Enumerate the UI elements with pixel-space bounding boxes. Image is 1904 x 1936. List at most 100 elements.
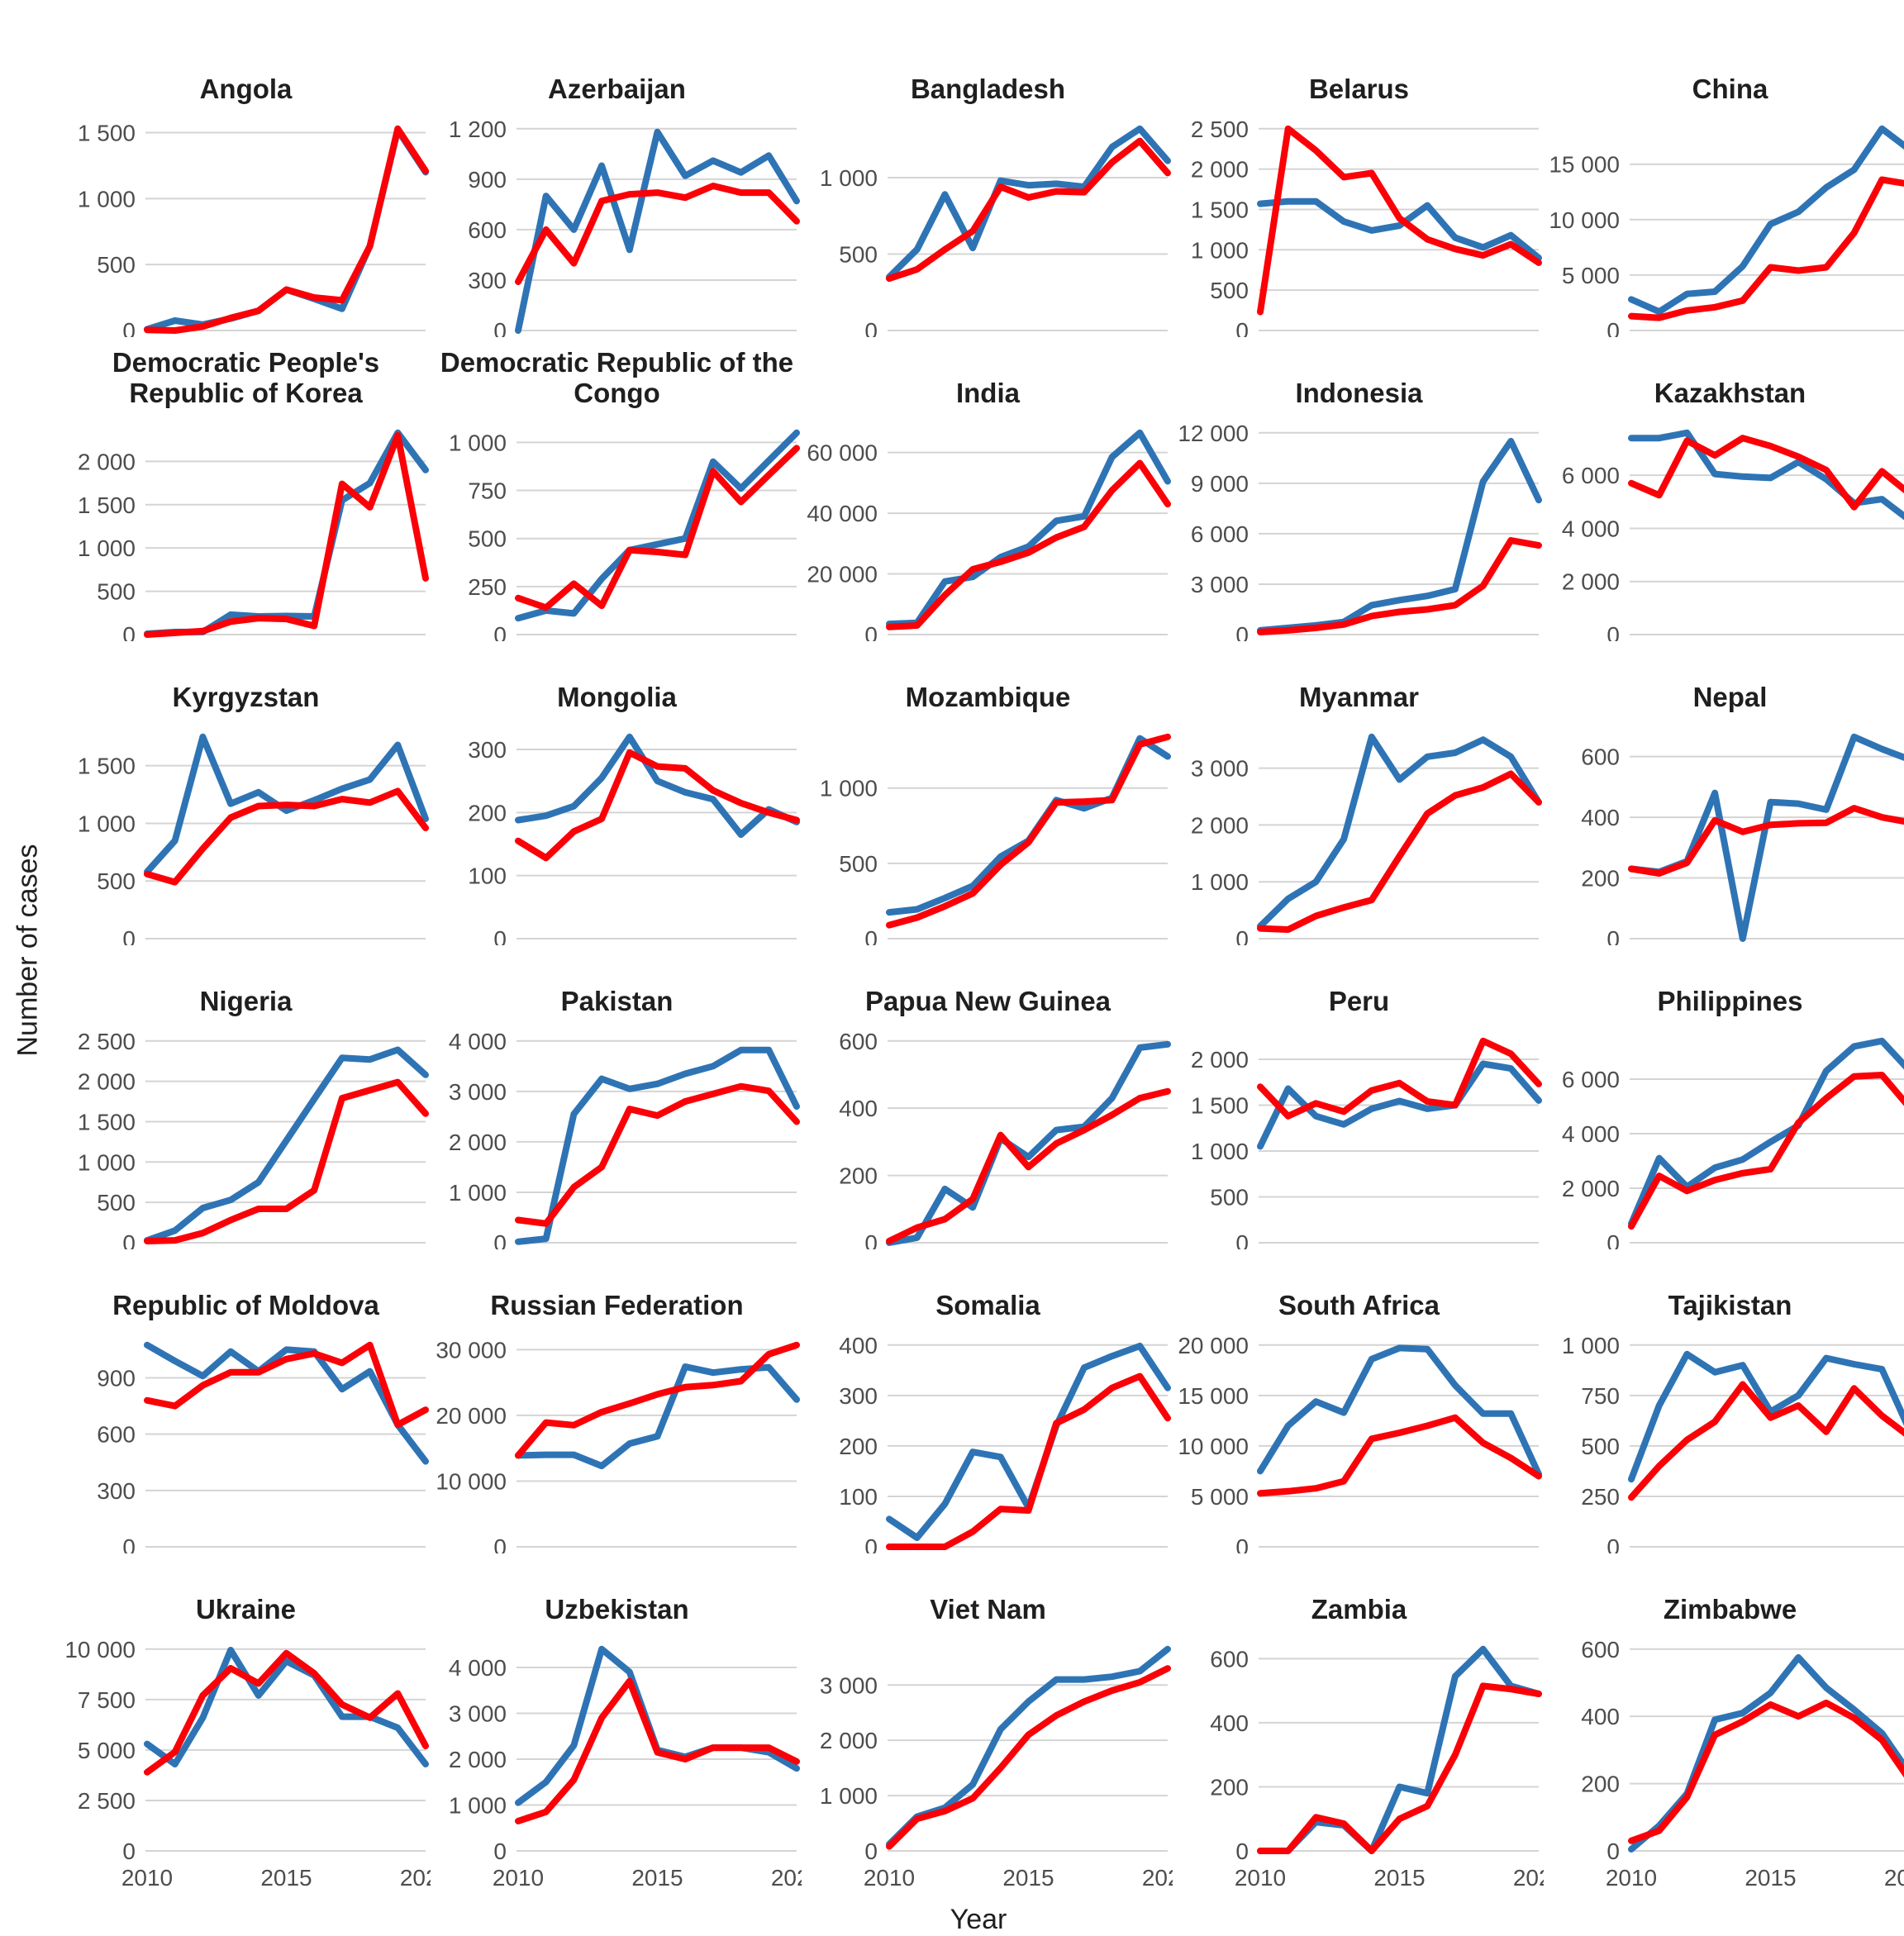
facet-title: Republic of Moldova [112, 1289, 379, 1320]
line-chart: 0 500 1 000 1 500 2 000 2 500 [78, 1029, 429, 1249]
blue-series-line [1628, 1037, 1904, 1227]
y-tick-label: 0 [864, 926, 878, 945]
y-tick-label: 40 000 [807, 501, 878, 526]
y-tick-label: 2 000 [1191, 1047, 1249, 1073]
x-tick-label: 2020 [771, 1865, 802, 1891]
y-tick-label: 10 000 [436, 1468, 507, 1494]
y-tick-label: 500 [97, 868, 136, 894]
facet-title: Uzbekistan [545, 1593, 689, 1624]
y-tick-label: 500 [1581, 1434, 1620, 1459]
y-tick-label: 1 500 [78, 492, 136, 518]
facet-democratic-republic-of-the-congo: Democratic Republic of the Congo 0 250 500 7… [432, 337, 802, 641]
y-tick-label: 0 [122, 1838, 136, 1864]
facet-title: Tajikistan [1668, 1289, 1792, 1320]
red-series-line [515, 183, 800, 285]
facet-pakistan: Pakistan 0 1 000 2 000 3 000 4 000 [432, 945, 802, 1249]
facet-bangladesh: Bangladesh 0 500 1 000 [803, 33, 1173, 337]
facet-somalia: Somalia 0 100 200 300 400 [803, 1249, 1173, 1553]
facet-peru: Peru 0 500 1 000 1 500 2 000 [1174, 945, 1544, 1249]
line-chart: 0 2 000 4 000 6 000 [1562, 1037, 1904, 1249]
y-tick-label: 2 500 [78, 1788, 136, 1814]
y-tick-label: 500 [468, 526, 507, 552]
y-tick-label: 20 000 [436, 1403, 507, 1429]
line-chart: 0 250 500 750 1 000 [1562, 1333, 1904, 1553]
blue-series-line [1628, 1653, 1904, 1853]
y-tick-label: 12 000 [1178, 421, 1249, 446]
y-tick-label: 1 200 [449, 117, 507, 142]
line-chart: 0 500 1 000 [820, 125, 1171, 337]
red-series-line [515, 749, 800, 862]
blue-series-line [515, 1363, 800, 1470]
y-tick-label: 2 000 [1191, 157, 1249, 183]
facet-tajikistan: Tajikistan 0 250 500 750 1 000 [1545, 1249, 1904, 1553]
facet-nepal: Nepal 0 200 400 600 [1545, 641, 1904, 945]
y-tick-label: 300 [468, 737, 507, 763]
y-tick-label: 2 000 [820, 1728, 878, 1753]
y-tick-label: 20 000 [1178, 1333, 1249, 1358]
line-chart: 0 500 1 000 1 500 2 000 [78, 429, 429, 641]
facet-title: Philippines [1657, 985, 1803, 1016]
red-series-line [1628, 1699, 1904, 1844]
red-series-line [144, 1078, 429, 1244]
y-tick-label: 500 [97, 579, 136, 605]
y-tick-label: 15 000 [1549, 152, 1620, 178]
y-tick-label: 400 [1581, 1704, 1620, 1729]
blue-series-line [515, 1645, 800, 1806]
x-tick-label: 2010 [864, 1865, 915, 1891]
line-chart: 0 1 000 2 000 3 000 4 000 [449, 1029, 800, 1249]
blue-series-line [1257, 197, 1542, 262]
y-tick-label: 1 500 [78, 121, 136, 146]
facet-south-africa: South Africa 0 5 000 10 000 15 000 20 000 [1174, 1249, 1544, 1553]
red-series-line [1257, 537, 1542, 635]
y-tick-label: 20 000 [807, 562, 878, 587]
y-tick-label: 1 000 [820, 165, 878, 191]
facet-title: Myanmar [1299, 681, 1419, 712]
red-series-line [886, 137, 1171, 283]
x-tick-label: 2010 [1235, 1865, 1286, 1891]
facet-title: Kyrgyzstan [172, 681, 320, 712]
y-tick-label: 600 [468, 217, 507, 243]
x-tick-label: 2015 [1745, 1865, 1796, 1891]
y-tick-label: 1 000 [1562, 1333, 1620, 1358]
facet-china: China 0 5 000 10 000 15 000 [1545, 33, 1904, 337]
y-tick-label: 4 000 [1562, 516, 1620, 541]
line-chart: 0 1 000 2 000 3 000 4 000 2010 2015 2020 [449, 1645, 802, 1891]
y-tick-label: 10 000 [1549, 207, 1620, 233]
x-tick-label: 2020 [1513, 1865, 1544, 1891]
red-series-line [1628, 435, 1904, 511]
x-tick-label: 2010 [1606, 1865, 1657, 1891]
y-tick-label: 400 [1210, 1710, 1249, 1736]
blue-series-line [515, 429, 800, 622]
facet-title: India [955, 377, 1020, 408]
y-tick-label: 400 [839, 1333, 878, 1358]
red-series-line [1257, 770, 1542, 933]
y-tick-label: 500 [1210, 1184, 1249, 1210]
line-chart: 0 5 000 10 000 15 000 20 000 [1178, 1333, 1542, 1553]
y-tick-label: 0 [1235, 926, 1249, 945]
y-tick-label: 1 500 [1191, 1092, 1249, 1118]
facet-title: Russian Federation [490, 1289, 744, 1320]
facet-azerbaijan: Azerbaijan 0 300 600 900 1 200 [432, 33, 802, 337]
facet-belarus: Belarus 0 500 1 000 1 500 2 000 2 500 [1174, 33, 1544, 337]
line-chart: 0 300 600 900 [97, 1341, 429, 1553]
x-tick-label: 2020 [1142, 1865, 1173, 1891]
red-series-line [144, 1341, 429, 1429]
red-series-line [886, 733, 1171, 929]
y-tick-label: 1 000 [449, 1180, 507, 1206]
facet-papua-new-guinea: Papua New Guinea 0 200 400 600 [803, 945, 1173, 1249]
y-tick-label: 1 500 [1191, 197, 1249, 222]
facet-russian-federation: Russian Federation 0 10 000 20 000 30 000 [432, 1249, 802, 1553]
y-tick-label: 1 000 [1191, 1139, 1249, 1164]
y-tick-label: 600 [1581, 1637, 1620, 1662]
red-series-line [1257, 1037, 1542, 1120]
facet-title: Ukraine [195, 1593, 297, 1624]
y-tick-label: 5 000 [1562, 263, 1620, 288]
facet-title: Zambia [1311, 1593, 1407, 1624]
y-tick-label: 1 000 [820, 776, 878, 802]
blue-series-line [144, 733, 429, 876]
y-tick-label: 5 000 [78, 1738, 136, 1763]
y-tick-label: 1 000 [449, 1792, 507, 1818]
facet-title: Peru [1328, 985, 1390, 1016]
facet-title: Belarus [1308, 73, 1410, 104]
facet-grid: Angola 0 500 1 000 1 500 Azerbaijan 0 300 600 900… [61, 33, 1904, 1896]
